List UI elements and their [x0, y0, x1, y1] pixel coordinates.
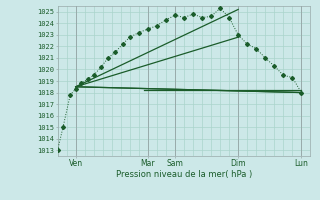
X-axis label: Pression niveau de la mer( hPa ): Pression niveau de la mer( hPa ) — [116, 170, 252, 179]
